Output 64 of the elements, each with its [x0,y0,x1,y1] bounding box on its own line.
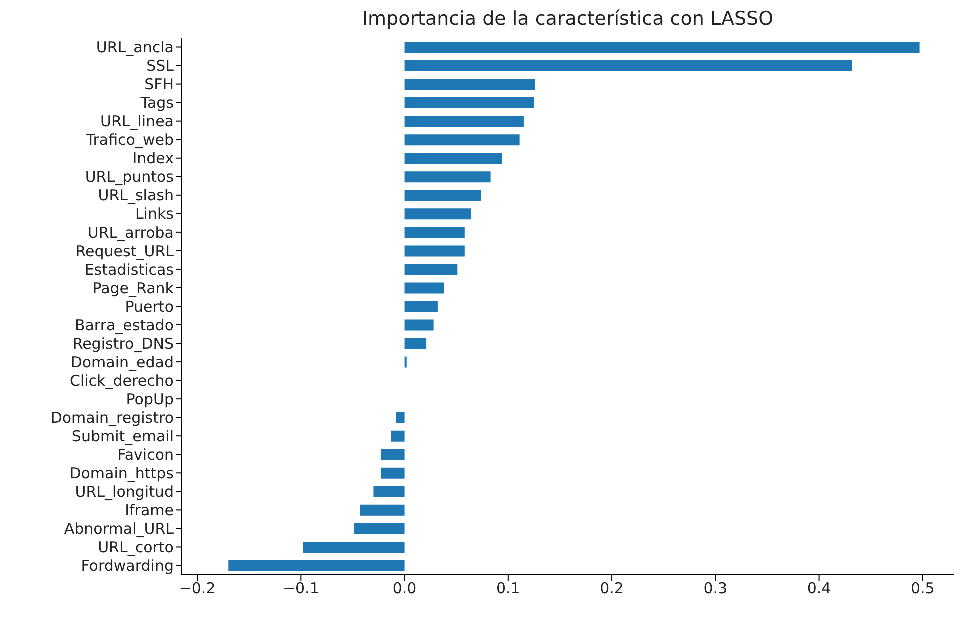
bar [380,468,405,479]
bar [404,282,444,294]
bar [404,301,438,312]
bar [404,190,482,202]
bar [396,412,405,424]
bar [404,98,534,109]
bar [380,449,405,460]
bar [354,523,405,534]
bar [374,486,405,498]
bar [228,560,405,572]
y-tick-label: Submit_email [72,427,174,446]
y-tick-label: Tags [140,94,174,112]
y-tick-label: PopUp [126,390,174,408]
bar [404,153,502,164]
y-tick-label: SFH [144,76,174,94]
bar [404,116,524,128]
x-tick-label: −0.2 [179,580,216,598]
bar [404,60,852,72]
chart-title: Importancia de la característica con LASSO [361,8,775,32]
y-tick-label: Index [132,150,174,168]
x-tick-label: 0.5 [910,580,935,598]
y-tick-label: Estadisticas [84,260,174,279]
y-tick-label: URL_corto [98,538,174,557]
y-tick-label: Favicon [118,446,174,464]
bar [404,338,427,350]
y-tick-label: Click_derecho [70,372,174,390]
y-tick-label: URL_slash [98,186,174,205]
bar [391,430,405,442]
y-tick-label: SSL [146,57,175,76]
x-tick-label: 0.0 [392,580,417,598]
bar [360,504,405,516]
bar [404,227,465,238]
bar [404,42,920,53]
y-tick-label: Links [135,205,174,224]
y-tick-label: Request_URL [76,242,175,260]
y-tick-label: Domain_edad [70,353,174,372]
bar [303,542,405,553]
y-tick-label: URL_puntos [85,168,174,186]
y-tick-label: URL_linea [100,112,174,131]
y-tick-label: URL_longitud [75,482,174,501]
bar [404,208,472,220]
y-tick-label: Trafico_web [85,131,174,150]
y-tick-label: Abnormal_URL [64,520,175,538]
y-tick-label: Registro_DNS [72,334,174,353]
bar [404,134,520,146]
y-tick-label: Barra_estado [74,316,174,334]
x-tick-label: −0.1 [282,580,320,598]
x-tick-label: 0.1 [496,580,520,598]
bar [404,264,458,276]
bar [404,172,491,183]
y-tick-label: URL_ancla [96,38,174,57]
y-tick-label: Puerto [125,298,174,316]
bar [404,246,465,257]
bar [404,79,536,90]
y-tick-label: URL_arroba [88,224,174,242]
y-tick-label: Domain_registro [50,408,174,427]
y-tick-label: Fordwarding [81,557,174,576]
y-tick-label: Page_Rank [92,279,174,298]
x-tick-label: 0.4 [807,580,832,598]
x-tick-label: 0.3 [704,580,728,598]
x-tick-label: 0.2 [600,580,624,598]
bar [404,320,434,331]
y-tick-label: Domain_https [70,464,174,482]
y-tick-label: Iframe [125,502,174,520]
